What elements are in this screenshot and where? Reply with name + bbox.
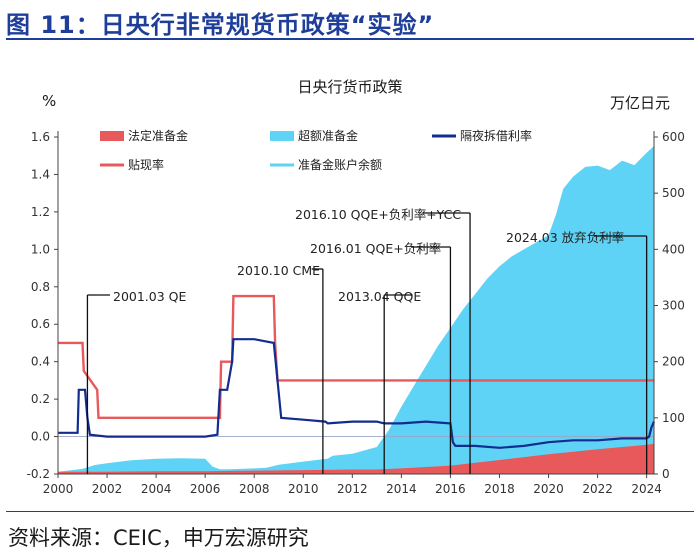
right-tick-label: 600 bbox=[662, 130, 685, 144]
x-tick-label: 2016 bbox=[435, 482, 466, 496]
figure-header: 图 11：日央行非常规货币政策“实验” bbox=[6, 2, 694, 40]
left-tick-label: 1.4 bbox=[31, 167, 50, 181]
x-tick-label: 2002 bbox=[92, 482, 123, 496]
left-tick-label: 0.4 bbox=[31, 355, 50, 369]
x-tick-label: 2024 bbox=[631, 482, 662, 496]
right-tick-label: 100 bbox=[662, 411, 685, 425]
x-tick-label: 2014 bbox=[386, 482, 417, 496]
annotation-label: 2013.04 QQE bbox=[338, 289, 421, 304]
x-tick-label: 2022 bbox=[582, 482, 613, 496]
legend-label: 超额准备金 bbox=[298, 128, 358, 143]
left-tick-label: 0.8 bbox=[31, 280, 50, 294]
left-tick-label: 0.0 bbox=[31, 430, 50, 444]
x-tick-label: 2012 bbox=[337, 482, 368, 496]
right-tick-label: 300 bbox=[662, 299, 685, 313]
source-note: 资料来源：CEIC，申万宏源研究 bbox=[8, 526, 309, 550]
chart-container: 日央行货币政策 % 万亿日元 -0.2 0.0 0.2 0.4 0.6 0.8 1.0 1.2… bbox=[0, 60, 700, 500]
title-divider bbox=[6, 38, 694, 40]
right-tick-label: 500 bbox=[662, 186, 685, 200]
x-tick-label: 2008 bbox=[239, 482, 270, 496]
x-tick-label: 2004 bbox=[141, 482, 172, 496]
right-tick-label: 400 bbox=[662, 242, 685, 256]
annotation-label: 2001.03 QE bbox=[113, 289, 187, 304]
left-tick-label: -0.2 bbox=[27, 467, 50, 481]
legend-label: 贴现率 bbox=[128, 157, 164, 172]
annotation-label: 2010.10 CME bbox=[237, 263, 320, 278]
x-tick-label: 2020 bbox=[533, 482, 564, 496]
figure-title: 图 11：日央行非常规货币政策“实验” bbox=[6, 11, 435, 39]
annotation-label: 2016.01 QQE+负利率 bbox=[310, 241, 441, 256]
left-tick-label: 0.2 bbox=[31, 392, 50, 406]
chart-title: 日央行货币政策 bbox=[297, 78, 403, 96]
right-axis-unit: 万亿日元 bbox=[610, 94, 671, 112]
legend-swatch bbox=[270, 131, 294, 141]
overnight-rate-line bbox=[58, 338, 656, 449]
x-tick-label: 2018 bbox=[484, 482, 515, 496]
x-tick-label: 2010 bbox=[288, 482, 319, 496]
annotation-label: 2016.10 QQE+负利率+YCC bbox=[295, 207, 461, 222]
x-tick-label: 2000 bbox=[43, 482, 74, 496]
legend-label: 准备金账户余额 bbox=[298, 157, 382, 172]
legend-label: 隔夜拆借利率 bbox=[460, 128, 532, 143]
x-tick-label: 2006 bbox=[190, 482, 221, 496]
excess-reserves-area bbox=[58, 146, 654, 474]
legend-label: 法定准备金 bbox=[128, 128, 188, 143]
left-tick-label: 1.0 bbox=[31, 242, 50, 256]
legend-swatch bbox=[100, 131, 124, 141]
left-tick-label: 0.6 bbox=[31, 317, 50, 331]
right-tick-label: 200 bbox=[662, 355, 685, 369]
left-tick-label: 1.2 bbox=[31, 205, 50, 219]
left-axis-unit: % bbox=[42, 92, 57, 110]
annotation-label: 2024.03 放弃负利率 bbox=[506, 230, 624, 245]
chart-plot: -0.2 0.0 0.2 0.4 0.6 0.8 1.0 1.2 1.4 1.6 0 100 200 30… bbox=[27, 128, 685, 496]
required-reserves-area bbox=[58, 443, 654, 474]
left-tick-label: 1.6 bbox=[31, 130, 50, 144]
footer-divider bbox=[6, 511, 694, 512]
right-tick-label: 0 bbox=[662, 467, 670, 481]
